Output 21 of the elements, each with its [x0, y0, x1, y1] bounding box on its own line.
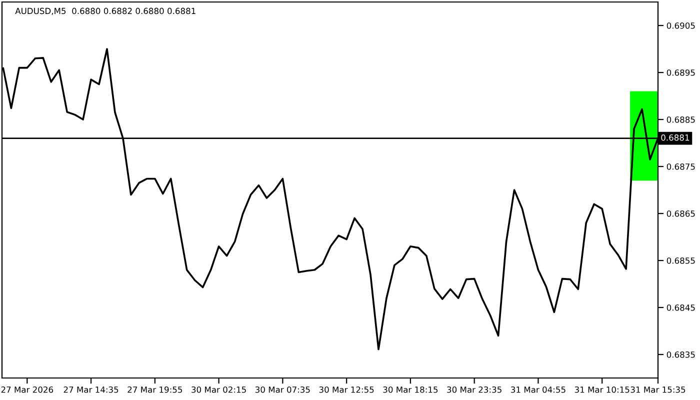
x-tick-label: 31 Mar 15:35: [630, 386, 686, 393]
x-tick-label: 27 Mar 19:55: [128, 386, 182, 393]
ref-line-label: 0.6881: [661, 134, 690, 141]
y-tick-label: 0.6835: [666, 351, 695, 358]
x-tick-label: 30 Mar 02:15: [192, 386, 246, 393]
y-tick-label: 0.6895: [666, 69, 695, 76]
x-tick-label: 30 Mar 07:35: [256, 386, 310, 393]
x-tick-label: 30 Mar 23:35: [447, 386, 502, 393]
x-tick-label: 30 Mar 12:55: [319, 386, 374, 393]
y-tick-label: 0.6845: [666, 304, 695, 311]
y-tick-label: 0.6875: [666, 163, 695, 170]
x-tick-label: 30 Mar 18:15: [383, 386, 438, 393]
x-tick-label: 31 Mar 10:15: [574, 386, 630, 393]
text: AUDUSD,M5 0.6880 0.6882 0.6880 0.6881: [15, 8, 196, 15]
y-tick-label: 0.6855: [666, 257, 695, 264]
x-tick-label: 31 Mar 04:55: [511, 386, 566, 393]
y-tick-label: 0.6865: [666, 210, 695, 217]
y-tick-label: 0.6905: [666, 22, 695, 29]
x-tick-label: 27 Mar 2026: [1, 386, 54, 393]
y-tick-label: 0.6885: [666, 116, 695, 123]
x-tick-label: 27 Mar 14:35: [64, 386, 118, 393]
